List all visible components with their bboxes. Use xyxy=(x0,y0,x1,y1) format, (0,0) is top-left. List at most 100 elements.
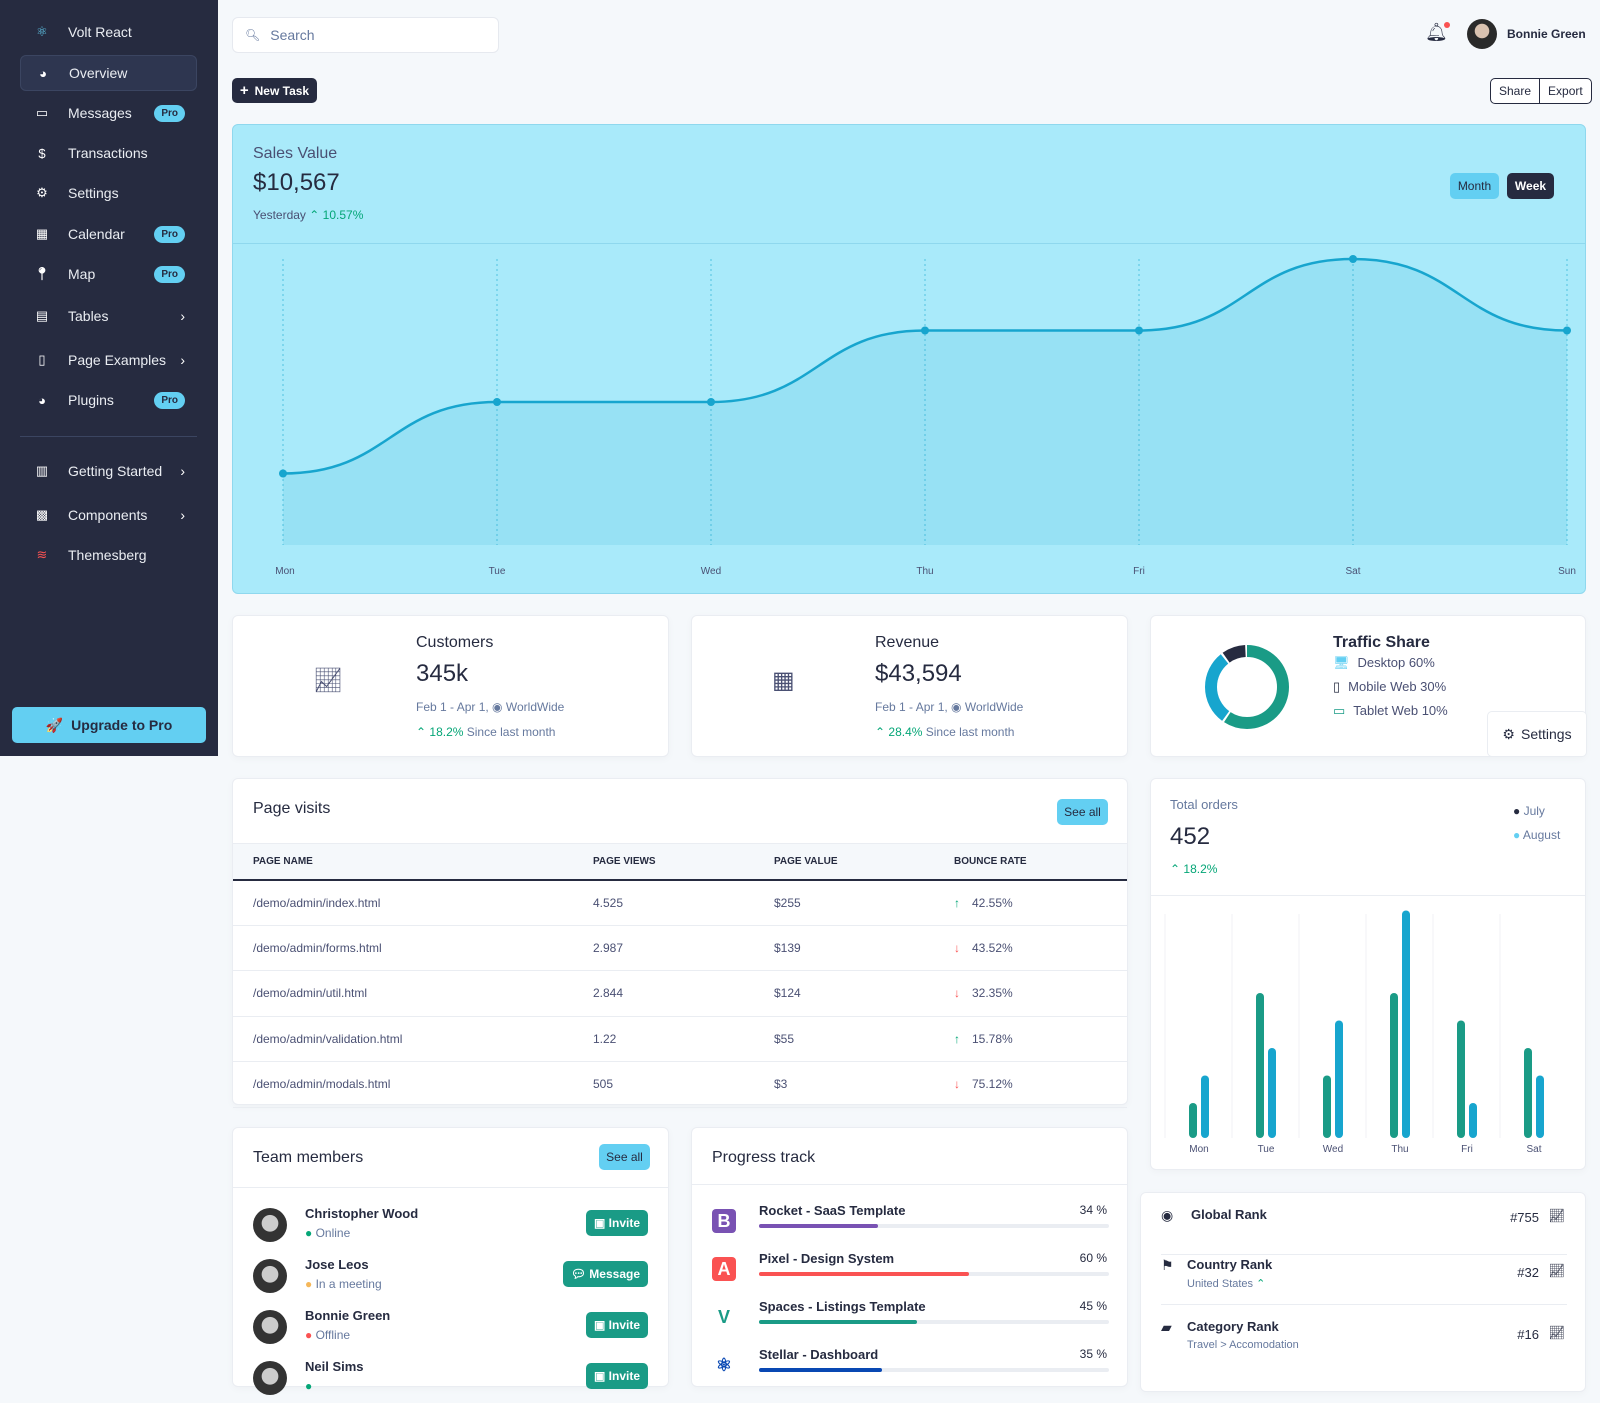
orders-divider xyxy=(1151,895,1585,896)
bounce-rate: ↓ 43.52% xyxy=(934,925,1127,971)
rank-sub: Travel > Accomodation xyxy=(1187,1339,1299,1351)
traffic-donut-chart xyxy=(1205,645,1289,729)
cogs-icon: ⚙ xyxy=(1502,725,1515,742)
avatar[interactable] xyxy=(1467,19,1497,49)
chevron-right-icon: › xyxy=(180,463,185,479)
sidebar-item-label: Page Examples xyxy=(68,352,167,368)
ranks-card: ◉ Global Rank #755 📈︎ ⚑ Country Rank Uni… xyxy=(1140,1192,1586,1392)
stat-value: $43,594 xyxy=(875,660,962,687)
rocket-icon: 🚀 xyxy=(45,716,64,733)
sidebar-item-themesberg[interactable]: ≋ Themesberg xyxy=(20,537,197,573)
export-button[interactable]: Export xyxy=(1548,84,1583,98)
sales-period: Yesterday xyxy=(253,208,306,222)
settings-button[interactable]: ⚙ Settings xyxy=(1487,711,1587,757)
new-task-button[interactable]: + New Task xyxy=(232,78,317,103)
chart-line-icon[interactable]: 📈︎ xyxy=(1548,1263,1565,1278)
donut-slice-desktop xyxy=(1205,645,1289,729)
team-divider xyxy=(233,1187,668,1188)
x-tick-label: Tue xyxy=(1258,1144,1275,1155)
sidebar-item-page-examples[interactable]: ▯ Page Examples › xyxy=(20,342,197,378)
sidebar-item-label: Getting Started xyxy=(68,463,163,479)
sidebar-item-messages[interactable]: ▭ Messages Pro xyxy=(20,95,197,131)
month-button[interactable]: Month xyxy=(1450,173,1499,199)
table-row: /demo/admin/util.html 2.844 $124 ↓ 32.35% xyxy=(233,970,1127,1017)
sidebar-item-map[interactable]: 📍︎ Map Pro xyxy=(20,256,197,292)
globe-icon: ◉ xyxy=(492,700,503,714)
member-name[interactable]: Christopher Wood xyxy=(305,1206,419,1221)
page-name: /demo/admin/forms.html xyxy=(233,925,573,971)
file-icon: ▯ xyxy=(38,352,46,367)
team-member: Bonnie Green ● Offline ▣ Invite xyxy=(233,1306,668,1352)
bar-august-thu xyxy=(1402,910,1410,1138)
user-name[interactable]: Bonnie Green xyxy=(1507,27,1586,41)
sales-point-wed xyxy=(707,398,715,406)
sidebar-item-label: Components xyxy=(68,507,148,523)
x-tick-label: Wed xyxy=(1323,1144,1343,1155)
progress-percent: 45 % xyxy=(1079,1299,1107,1313)
table-icon: ▤ xyxy=(35,308,49,323)
sidebar-item-settings[interactable]: ⚙ Settings xyxy=(20,175,197,211)
sidebar-item-getting-started[interactable]: ▥ Getting Started › xyxy=(20,453,197,489)
notification-bell-icon[interactable]: 🔔︎ xyxy=(1425,22,1450,42)
stat-range: Feb 1 - Apr 1, ◉ WorldWide xyxy=(875,700,1023,714)
rank-value: #32 xyxy=(1517,1265,1539,1280)
orders-bar-chart: Mon Tue Wed Thu Fri Sat xyxy=(1164,910,1544,1155)
legend-august: ● August xyxy=(1513,828,1561,842)
progress-bar xyxy=(759,1224,1109,1228)
member-name[interactable]: Jose Leos xyxy=(305,1257,369,1272)
week-button[interactable]: Week xyxy=(1507,173,1554,199)
progress-item: ⚛ Stellar - Dashboard 35 % xyxy=(692,1347,1127,1387)
table-row: /demo/admin/forms.html 2.987 $139 ↓ 43.52% xyxy=(233,925,1127,971)
sidebar-item-overview[interactable]: ◕ Overview xyxy=(20,55,197,91)
sidebar-divider xyxy=(20,436,197,437)
invite-button[interactable]: ▣ Invite xyxy=(585,1210,648,1236)
invite-button[interactable]: ▣ Invite xyxy=(585,1363,648,1389)
bar-august-mon xyxy=(1201,1075,1209,1138)
pro-badge: Pro xyxy=(154,391,185,409)
calendar-check-icon: ▣ xyxy=(593,1318,606,1332)
sidebar-item-tables[interactable]: ▤ Tables › xyxy=(20,298,197,334)
sidebar-item-transactions[interactable]: $ Transactions xyxy=(20,135,197,171)
rank-item: ▰ Category Rank Travel > Accomodation #1… xyxy=(1161,1317,1567,1367)
member-name[interactable]: Bonnie Green xyxy=(305,1308,391,1323)
table-row: /demo/admin/modals.html 505 $3 ↓ 75.12% xyxy=(233,1061,1127,1108)
page-visits-see-all-button[interactable]: See all xyxy=(1057,799,1108,825)
share-button[interactable]: Share xyxy=(1491,79,1541,103)
traffic-title: Traffic Share xyxy=(1333,634,1430,651)
sidebar-item-label: Settings xyxy=(68,185,119,201)
message-button[interactable]: 💬︎ Message xyxy=(562,1261,648,1287)
comment-icon: 💬︎ xyxy=(570,1267,586,1281)
new-task-label: New Task xyxy=(254,83,310,98)
sales-point-tue xyxy=(493,398,501,406)
progress-bar-fill xyxy=(759,1224,878,1228)
member-status-text: Offline xyxy=(315,1328,351,1342)
team-member: Neil Sims ● ▣ Invite xyxy=(233,1357,668,1403)
sidebar-item-plugins[interactable]: ◕ Plugins Pro xyxy=(20,382,197,418)
sidebar-item-label: Transactions xyxy=(68,145,148,161)
invite-button[interactable]: ▣ Invite xyxy=(585,1312,648,1338)
sidebar-item-label: Overview xyxy=(69,65,128,81)
sidebar-item-components[interactable]: ▩ Components › xyxy=(20,497,197,533)
chart-line-icon[interactable]: 📈︎ xyxy=(1548,1208,1565,1223)
search-input[interactable]: 🔍︎ Search xyxy=(232,17,499,53)
chart-line-icon[interactable]: 📈︎ xyxy=(1548,1325,1565,1340)
share-export-group: Share Export xyxy=(1490,78,1592,104)
member-name[interactable]: Neil Sims xyxy=(305,1359,364,1374)
search-icon: 🔍︎ xyxy=(245,28,261,42)
sales-point-fri xyxy=(1135,326,1143,335)
sales-point-sat xyxy=(1349,255,1357,263)
progress-name: Spaces - Listings Template xyxy=(759,1299,926,1314)
react-icon: ⚛ xyxy=(715,1354,733,1375)
team-see-all-button[interactable]: See all xyxy=(599,1144,650,1170)
inbox-icon: ▭ xyxy=(35,105,49,120)
page-name: /demo/admin/modals.html xyxy=(233,1061,573,1108)
upgrade-to-pro-button[interactable]: 🚀 Upgrade to Pro xyxy=(12,707,206,743)
sidebar-item-label: Themesberg xyxy=(68,547,147,563)
arrow-up-icon: ↑ xyxy=(954,895,960,910)
x-tick-label: Sun xyxy=(1558,566,1576,577)
sidebar-item-label: Tables xyxy=(68,308,109,324)
brand-link[interactable]: ⚛ Volt React xyxy=(20,14,197,50)
sidebar-item-calendar[interactable]: ▦ Calendar Pro xyxy=(20,216,197,252)
x-tick-label: Mon xyxy=(275,566,294,577)
arrow-down-icon: ↓ xyxy=(954,940,960,955)
